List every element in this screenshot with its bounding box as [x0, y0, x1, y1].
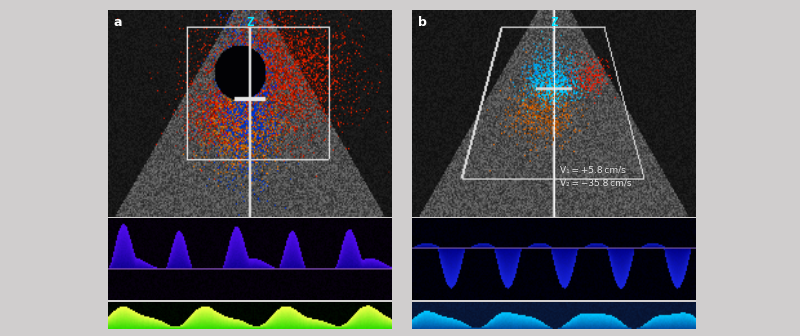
Text: V₁ = +5.8 cm/s
V₂ = −35.8 cm/s: V₁ = +5.8 cm/s V₂ = −35.8 cm/s	[560, 165, 631, 188]
Text: a: a	[114, 16, 122, 29]
Text: Z: Z	[246, 16, 254, 29]
Text: b: b	[418, 16, 426, 29]
Text: Z: Z	[550, 16, 558, 29]
